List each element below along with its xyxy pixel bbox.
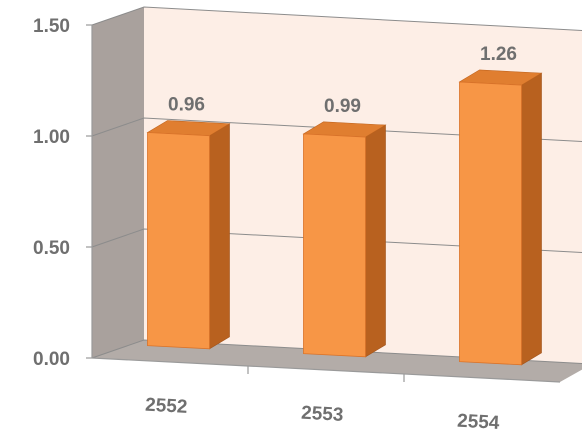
bar-front xyxy=(459,81,522,366)
x-axis-line xyxy=(91,357,561,383)
gridline-0.50 xyxy=(91,228,582,253)
bar-side xyxy=(365,124,386,358)
bar-side xyxy=(209,123,230,350)
bar-2554 xyxy=(458,69,543,366)
bar-front xyxy=(147,132,210,350)
gridline-1.00 xyxy=(91,117,582,142)
x-tick-label-2553: 2553 xyxy=(301,403,344,426)
bar-2552 xyxy=(146,120,231,350)
data-label-2552: 0.96 xyxy=(168,95,205,116)
labels: 0.00 0.50 1.00 1.50 0.96 2552 0.99 2553 1.26 2554 xyxy=(33,16,517,434)
x-tick-label-2552: 2552 xyxy=(145,395,188,418)
bar-side xyxy=(521,72,542,366)
axes xyxy=(86,24,561,383)
y-tick-label: 0.00 xyxy=(33,349,70,370)
data-label-2553: 0.99 xyxy=(324,96,361,117)
data-label-2554: 1.26 xyxy=(480,44,517,65)
floor xyxy=(92,340,582,382)
gridline-0.00 xyxy=(91,339,582,364)
bar-front xyxy=(303,133,366,358)
gridline-1.50 xyxy=(91,6,582,31)
bar-2553 xyxy=(302,121,387,358)
x-tick-label-2554: 2554 xyxy=(457,411,501,434)
y-tick-label: 1.00 xyxy=(33,127,70,148)
bars xyxy=(146,69,543,366)
side-wall xyxy=(92,7,144,358)
y-tick-label: 0.50 xyxy=(33,238,70,259)
gridlines xyxy=(91,6,582,364)
y-tick-label: 1.50 xyxy=(33,16,70,37)
